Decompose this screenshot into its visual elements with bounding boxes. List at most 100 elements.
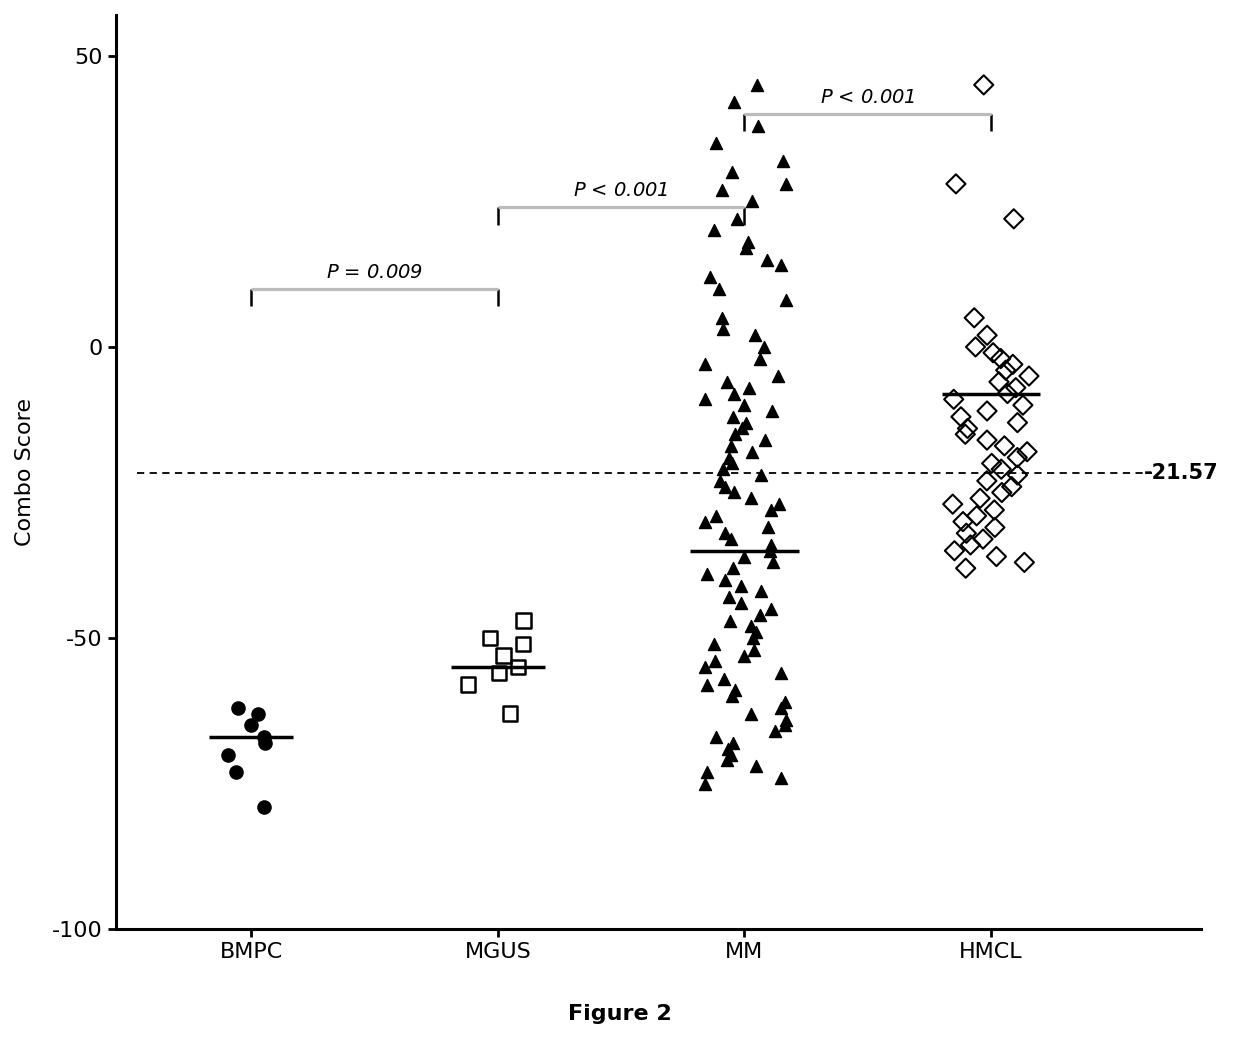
Point (734, 549, 754, 565)
Point (761, 536, 781, 553)
Point (737, 240, 756, 256)
Point (1006, 379, 1025, 396)
Point (242, 717, 262, 734)
Point (706, 728, 725, 745)
Point (694, 513, 714, 530)
Point (707, 135, 727, 151)
Point (743, 444, 763, 460)
Point (945, 542, 965, 559)
Point (704, 222, 724, 239)
Text: $P$ < 0.001: $P$ < 0.001 (573, 181, 668, 200)
Point (769, 368, 789, 385)
Point (714, 524, 734, 541)
Point (709, 281, 729, 297)
Point (944, 391, 963, 408)
Point (218, 746, 238, 763)
Point (712, 181, 732, 198)
Point (771, 257, 791, 274)
Point (776, 176, 796, 192)
Text: -21.57: -21.57 (1143, 462, 1219, 482)
Point (990, 373, 1009, 390)
Point (775, 694, 795, 710)
Point (946, 176, 966, 192)
Point (761, 501, 781, 518)
Point (744, 641, 764, 658)
Point (764, 554, 784, 571)
Point (717, 751, 737, 768)
Text: $P$ = 0.009: $P$ = 0.009 (326, 263, 423, 282)
Point (967, 508, 987, 524)
Point (954, 513, 973, 530)
Point (750, 606, 770, 623)
Point (723, 409, 743, 426)
Point (1003, 356, 1023, 373)
Point (1017, 444, 1037, 460)
Point (494, 647, 513, 664)
Point (704, 653, 724, 669)
Point (751, 467, 771, 483)
Point (770, 496, 790, 513)
Point (760, 542, 780, 559)
Point (957, 420, 977, 437)
Point (732, 420, 751, 437)
Point (734, 396, 754, 413)
Point (982, 455, 1002, 472)
Point (761, 600, 781, 617)
Point (739, 379, 759, 396)
Point (750, 583, 770, 600)
Point (1019, 368, 1039, 385)
Point (718, 740, 738, 757)
Point (697, 676, 717, 693)
Point (991, 350, 1011, 367)
Point (697, 764, 717, 781)
Point (987, 549, 1007, 565)
Point (717, 373, 737, 390)
Point (771, 769, 791, 786)
Point (776, 712, 796, 728)
Point (994, 437, 1014, 454)
Point (748, 118, 768, 135)
Point (1004, 210, 1024, 227)
Point (983, 345, 1003, 362)
Point (724, 485, 744, 501)
Point (746, 77, 766, 94)
Point (697, 565, 717, 582)
Point (720, 531, 740, 548)
Point (1002, 478, 1022, 495)
Point (725, 426, 745, 442)
Point (458, 676, 477, 693)
Point (723, 735, 743, 751)
Point (774, 152, 794, 169)
Point (254, 728, 274, 745)
Point (742, 705, 761, 722)
Point (513, 636, 533, 653)
Point (985, 501, 1004, 518)
Point (500, 705, 520, 722)
Point (977, 327, 997, 344)
Point (756, 251, 776, 268)
Point (961, 536, 981, 553)
Y-axis label: Combo Score: Combo Score (15, 398, 35, 547)
Point (740, 490, 760, 507)
Point (724, 94, 744, 110)
Point (742, 193, 761, 210)
Point (765, 723, 785, 740)
Point (1014, 554, 1034, 571)
Point (508, 659, 528, 676)
Point (480, 630, 500, 646)
Point (1008, 467, 1028, 483)
Point (694, 391, 714, 408)
Point (985, 519, 1004, 536)
Point (991, 460, 1011, 477)
Point (977, 403, 997, 419)
Point (942, 496, 962, 513)
Point (714, 572, 734, 589)
Point (248, 705, 268, 722)
Point (966, 338, 986, 355)
Point (713, 321, 733, 337)
Point (745, 327, 765, 344)
Point (489, 664, 508, 681)
Point (723, 560, 743, 577)
Point (743, 630, 763, 646)
Point (723, 688, 743, 705)
